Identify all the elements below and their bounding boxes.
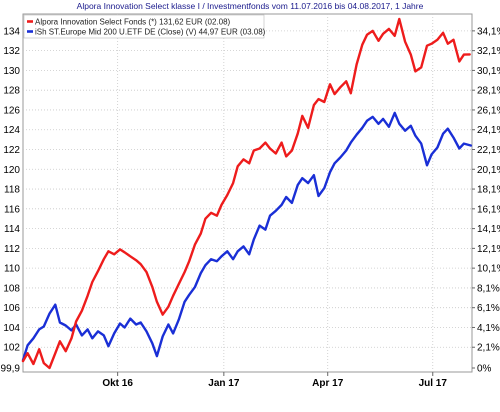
right-tick-label: 18,1% — [477, 185, 500, 196]
x-tick-label: Jul 17 — [419, 378, 448, 389]
left-tick-label: 106 — [3, 303, 20, 314]
left-tick-label: 112 — [4, 244, 20, 255]
legend-entry: Alpora Innovation Select Fonds (*) 131,6… — [35, 18, 231, 27]
right-tick-label: 24,1% — [477, 125, 500, 136]
right-axis: 0% 2,1% 4,1% 6,1% 8,1% 10,1% 12,1% 14,1% 16,1% 18… — [472, 26, 500, 375]
right-tick-label: 32,1% — [477, 46, 500, 57]
right-tick-label: 4,1% — [477, 323, 500, 334]
legend-entry: iSh ST.Europe Mid 200 U.ETF DE (Close) (… — [35, 28, 266, 37]
left-tick-label: 102 — [3, 343, 20, 354]
right-tick-label: 16,1% — [477, 204, 500, 215]
right-tick-label: 8,1% — [477, 283, 500, 294]
right-tick-label: 22,1% — [477, 145, 500, 156]
series-line-fund — [21, 17, 471, 370]
plot-frame — [22, 13, 473, 373]
left-tick-label: 118 — [4, 185, 20, 196]
right-tick-label: 30,1% — [477, 66, 500, 77]
left-tick-label: 110 — [4, 264, 20, 275]
left-tick-label: 99,9 — [1, 364, 21, 375]
left-tick-label: 126 — [3, 105, 20, 116]
right-tick-label: 2,1% — [477, 343, 500, 354]
left-tick-label: 104 — [3, 323, 20, 334]
plot-area-border — [22, 13, 473, 373]
left-tick-label: 128 — [3, 86, 20, 97]
left-tick-label: 114 — [4, 224, 20, 235]
right-tick-label: 28,1% — [477, 86, 500, 97]
left-tick-label: 124 — [3, 125, 20, 136]
left-tick-label: 130 — [3, 66, 20, 77]
right-tick-label: 10,1% — [477, 264, 500, 275]
right-tick-label: 34,1% — [477, 26, 500, 37]
x-tick-label: Apr 17 — [312, 378, 344, 389]
right-tick-label: 12,1% — [477, 244, 500, 255]
right-tick-label: 20,1% — [477, 165, 500, 176]
x-tick-label: Jan 17 — [208, 378, 240, 389]
right-tick-label: 26,1% — [477, 105, 500, 116]
right-tick-label: 0% — [477, 364, 492, 375]
right-tick-label: 6,1% — [477, 303, 500, 314]
left-tick-label: 120 — [3, 165, 20, 176]
right-tick-label: 14,1% — [477, 224, 500, 235]
legend: Alpora Innovation Select Fonds (*) 131,6… — [23, 14, 266, 39]
left-axis: 99,9 102 104 106 108 110 112 114 116 118 120 122 124… — [1, 26, 21, 374]
left-tick-label: 108 — [3, 283, 20, 294]
left-tick-label: 122 — [3, 145, 20, 156]
x-tick-label: Okt 16 — [102, 378, 133, 389]
left-tick-label: 134 — [3, 26, 20, 37]
chart-title: Alpora Innovation Select klasse I / Inve… — [77, 1, 424, 11]
legend-box — [23, 14, 265, 39]
left-tick-label: 116 — [4, 204, 20, 215]
left-tick-label: 132 — [3, 46, 20, 57]
series-line-benchmark — [21, 111, 472, 362]
series-lines — [21, 17, 472, 370]
x-axis: Okt 16 Jan 17 Apr 17 Jul 17 — [102, 372, 447, 389]
